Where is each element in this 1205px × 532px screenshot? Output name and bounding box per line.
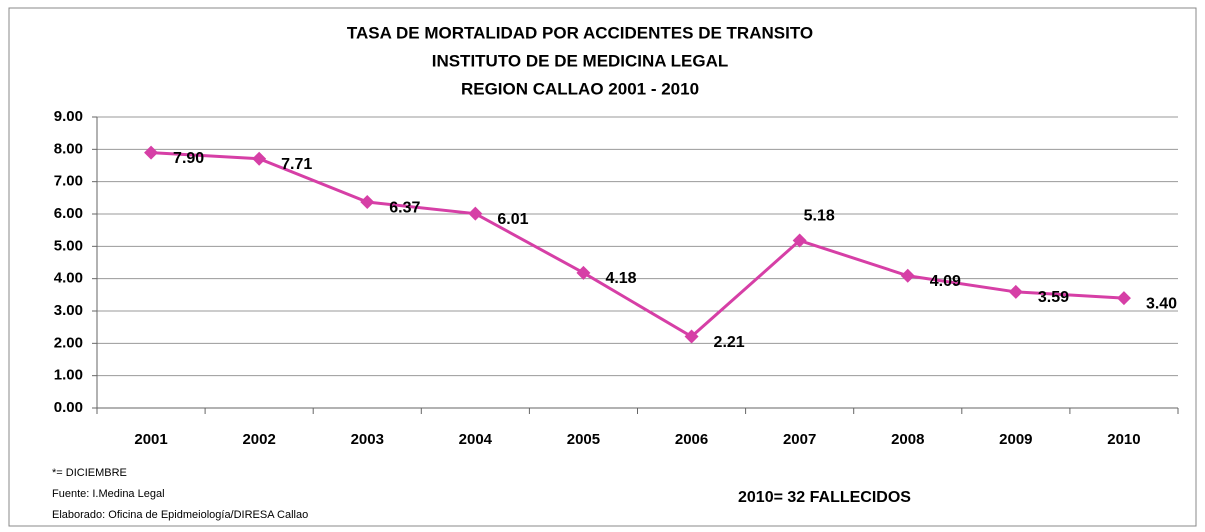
value-label: 3.59 xyxy=(1038,289,1069,306)
marker xyxy=(252,151,267,166)
x-tick-label: 2009 xyxy=(999,431,1032,448)
chart-title: INSTITUTO DE DE MEDICINA LEGAL xyxy=(432,51,729,70)
value-label: 7.71 xyxy=(281,156,312,173)
chart-border xyxy=(8,7,1197,527)
x-tick-label: 2004 xyxy=(459,431,493,448)
x-tick-label: 2005 xyxy=(567,431,600,448)
line xyxy=(150,151,1125,339)
y-tick-label: 0.00 xyxy=(54,399,83,416)
x-tick-label: 2006 xyxy=(675,431,708,448)
note: *= DICIEMBRE xyxy=(52,467,127,479)
marker xyxy=(900,268,915,283)
marker xyxy=(360,195,375,210)
chart-title: REGION CALLAO 2001 - 2010 xyxy=(461,79,699,98)
y-tick-label: 8.00 xyxy=(54,140,83,157)
value-label: 4.18 xyxy=(605,270,636,287)
x-tick-label: 2003 xyxy=(351,431,384,448)
marker xyxy=(792,233,807,248)
chart-title: TASA DE MORTALIDAD POR ACCIDENTES DE TRA… xyxy=(347,23,813,42)
marker xyxy=(684,329,699,344)
y-tick-label: 4.00 xyxy=(54,270,83,287)
y-tick-label: 9.00 xyxy=(54,108,83,125)
marker xyxy=(576,265,591,280)
value-label: 6.37 xyxy=(389,199,420,216)
marker xyxy=(468,206,483,221)
y-tick-label: 6.00 xyxy=(54,205,83,222)
x-tick-label: 2002 xyxy=(242,431,275,448)
x-tick-label: 2008 xyxy=(891,431,924,448)
marker xyxy=(1008,284,1023,299)
y-tick-label: 3.00 xyxy=(54,302,83,319)
y-tick-label: 2.00 xyxy=(54,334,83,351)
value-label: 2.21 xyxy=(714,334,745,351)
x-tick-label: 2010 xyxy=(1107,431,1140,448)
x-tick-label: 2007 xyxy=(783,431,816,448)
y-tick-label: 7.00 xyxy=(54,173,83,190)
y-tick-label: 5.00 xyxy=(54,237,83,254)
note: Elaborado: Oficina de Epidmeiología/DIRE… xyxy=(52,509,308,521)
x-tick-label: 2001 xyxy=(134,431,167,448)
marker xyxy=(144,145,159,160)
value-label: 3.40 xyxy=(1146,295,1177,312)
annotation: 2010= 32 FALLECIDOS xyxy=(738,489,911,506)
value-label: 7.90 xyxy=(173,150,204,167)
note: Fuente: I.Medina Legal xyxy=(52,488,165,500)
y-tick-label: 1.00 xyxy=(54,367,83,384)
value-label: 4.09 xyxy=(930,273,961,290)
marker xyxy=(1116,291,1131,306)
value-label: 5.18 xyxy=(804,208,835,225)
value-label: 6.01 xyxy=(497,211,528,228)
